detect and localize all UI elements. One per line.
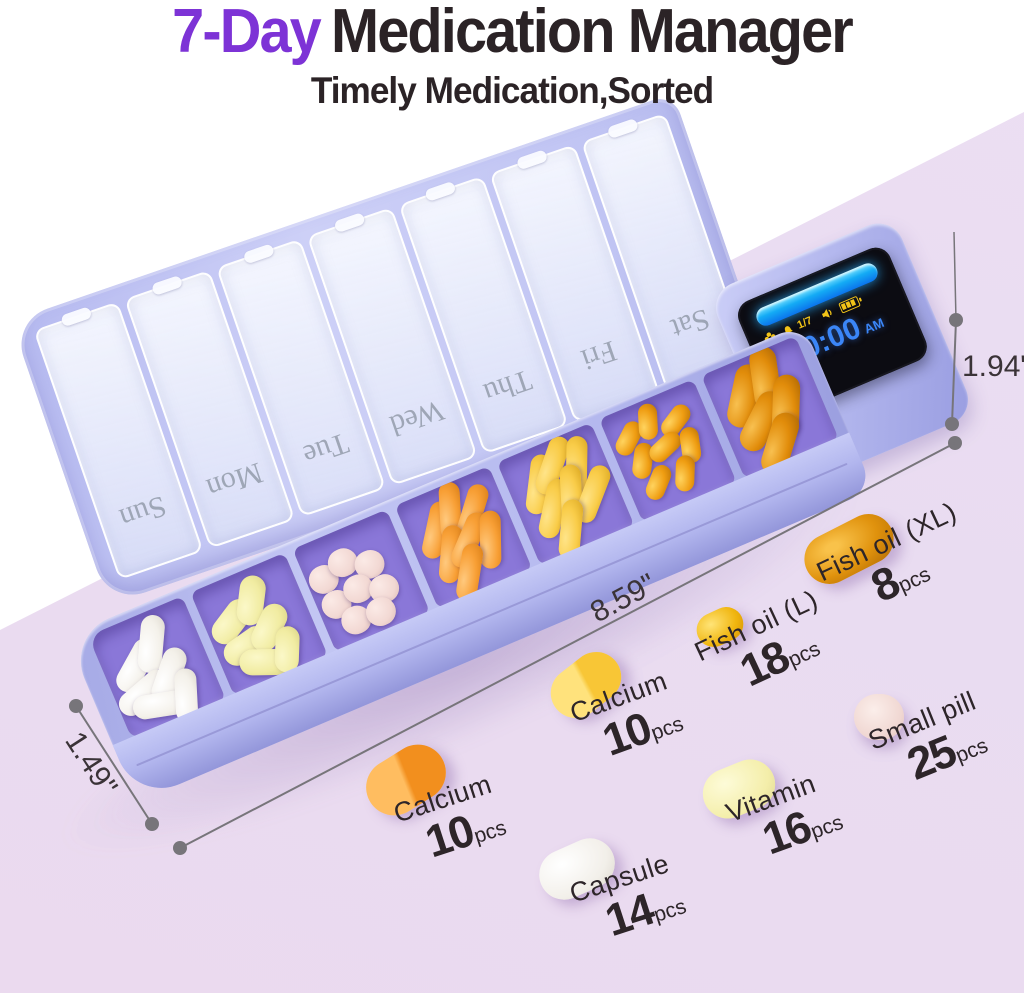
- pill-unit: pcs: [650, 894, 690, 927]
- day-label: Tue: [298, 426, 353, 473]
- day-label: Mon: [202, 455, 267, 506]
- day-label: Sun: [115, 488, 171, 536]
- title-highlight: 7-Day: [172, 0, 322, 66]
- day-label: Sat: [666, 301, 714, 346]
- day-label: Thu: [479, 362, 537, 410]
- title-rest: Medication Manager: [331, 0, 854, 66]
- page-title: 7-Day Medication Manager: [36, 0, 988, 67]
- pill-unit: pcs: [471, 816, 510, 849]
- height-dimension-label: 1.94": [962, 350, 1024, 383]
- day-label: Fri: [577, 333, 622, 377]
- speaker-icon: [820, 305, 837, 321]
- day-label: Wed: [385, 393, 448, 443]
- clock-meridiem: AM: [861, 314, 887, 337]
- subtitle: Timely Medication,Sorted: [310, 70, 714, 111]
